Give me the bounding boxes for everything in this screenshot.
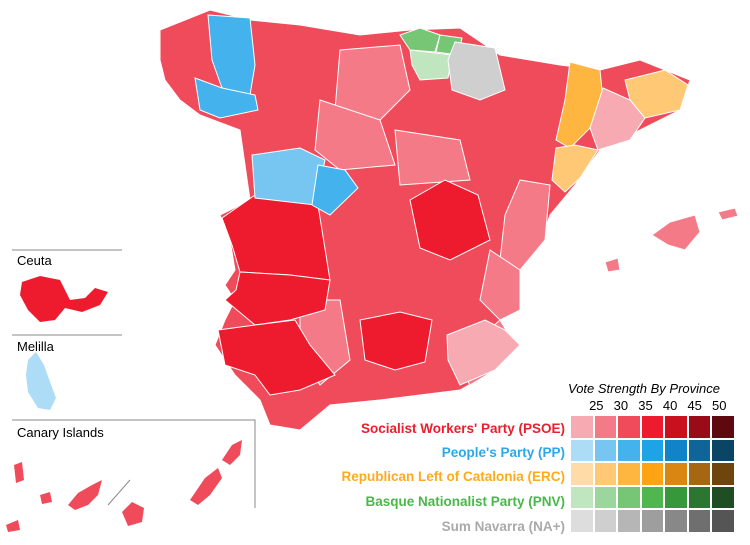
province-badajoz — [224, 271, 331, 326]
legend-swatch — [594, 510, 616, 532]
province-jaen — [359, 311, 433, 371]
province-baleares — [651, 214, 701, 251]
legend-swatch — [618, 439, 640, 461]
island-fuerteventura — [190, 468, 222, 505]
tick-label: 50 — [712, 398, 727, 413]
island-la-gomera — [40, 492, 52, 504]
legend-swatch — [665, 463, 687, 485]
legend-swatch — [665, 510, 687, 532]
island-tenerife — [68, 480, 102, 510]
ceuta-shape — [20, 276, 108, 322]
legend-swatch — [571, 510, 593, 532]
legend-ticks: 25 30 35 40 45 50 — [584, 398, 732, 413]
province-ourense — [194, 77, 259, 119]
tick-label: 45 — [687, 398, 702, 413]
legend-swatch — [688, 486, 710, 508]
legend-party-pnv: Basque Nationalist Party (PNV) — [365, 494, 565, 509]
melilla-shape — [26, 352, 56, 410]
legend-swatch — [688, 416, 710, 438]
legend-swatch — [571, 463, 593, 485]
island-la-palma — [14, 462, 24, 483]
legend-party-erc: Republican Left of Catalonia (ERC) — [341, 469, 565, 484]
legend-swatch — [571, 416, 593, 438]
legend-swatch — [641, 486, 663, 508]
legend-swatch — [712, 486, 734, 508]
province-light — [394, 129, 471, 186]
legend-swatch — [641, 439, 663, 461]
legend-swatch — [571, 486, 593, 508]
island-menorca — [717, 207, 739, 221]
province-cuenca — [409, 179, 491, 261]
legend-party-na: Sum Navarra (NA+) — [441, 519, 565, 534]
legend-party-pp: People's Party (PP) — [441, 445, 565, 460]
province-tarragona — [551, 144, 599, 193]
island-el-hierro — [6, 520, 20, 532]
legend-swatch — [618, 486, 640, 508]
island-lanzarote — [222, 440, 242, 465]
province-caceres — [221, 194, 331, 281]
legend-swatch — [594, 463, 616, 485]
province-avila — [311, 164, 359, 216]
legend-swatch — [618, 510, 640, 532]
legend-swatch — [618, 463, 640, 485]
canary-islands-label: Canary Islands — [17, 425, 104, 440]
legend-swatch — [618, 416, 640, 438]
legend-swatch — [594, 486, 616, 508]
province-lleida — [555, 61, 604, 149]
legend-swatch — [688, 463, 710, 485]
legend-swatch — [712, 510, 734, 532]
melilla-label: Melilla — [17, 339, 54, 354]
province-alicante — [446, 319, 521, 386]
legend-row — [571, 463, 734, 485]
tick-label: 35 — [638, 398, 653, 413]
tick-label: 25 — [589, 398, 604, 413]
island-ibiza — [604, 257, 621, 273]
legend-title: Vote Strength By Province — [568, 381, 720, 396]
legend-party-psoe: Socialist Workers' Party (PSOE) — [360, 421, 565, 436]
province-alava — [409, 49, 453, 81]
legend-swatch — [594, 439, 616, 461]
province-barcelona — [589, 87, 646, 151]
legend-swatch — [688, 510, 710, 532]
tick-label: 30 — [613, 398, 629, 413]
legend-swatch — [712, 439, 734, 461]
legend-swatch — [665, 439, 687, 461]
legend-color-grid — [571, 416, 734, 534]
legend-row — [571, 416, 734, 438]
legend-swatch — [641, 416, 663, 438]
province-light — [479, 249, 521, 321]
legend-swatch — [688, 439, 710, 461]
province-navarra — [447, 41, 506, 101]
legend-swatch — [571, 439, 593, 461]
tick-label: 40 — [662, 398, 678, 413]
legend-swatch — [665, 416, 687, 438]
province-light — [334, 44, 411, 121]
legend-swatch — [641, 510, 663, 532]
legend-row — [571, 439, 734, 461]
legend-swatch — [641, 463, 663, 485]
province-light — [314, 99, 396, 171]
ceuta-label: Ceuta — [17, 253, 52, 268]
province-huelva-sevilla — [217, 319, 336, 396]
legend-swatch — [712, 463, 734, 485]
legend-swatch — [594, 416, 616, 438]
island-gran-canaria — [122, 502, 144, 526]
legend-row — [571, 510, 734, 532]
legend-swatch — [712, 416, 734, 438]
legend-row — [571, 486, 734, 508]
legend-swatch — [665, 486, 687, 508]
